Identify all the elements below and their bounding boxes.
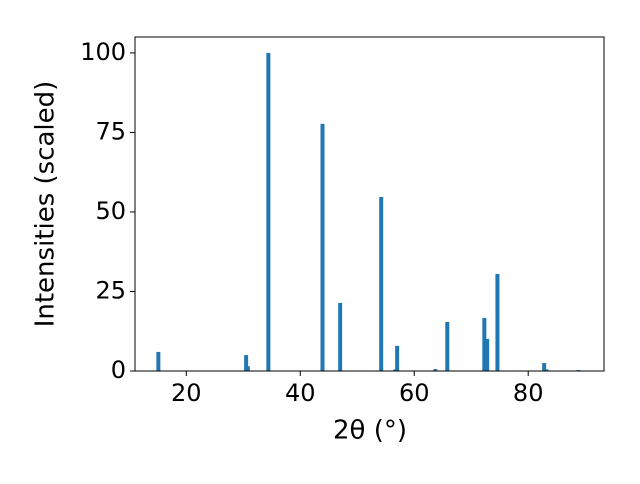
y-axis-label: Intensities (scaled) [31,81,61,328]
x-tick-label: 60 [399,379,430,407]
bar [156,351,161,371]
bar [338,302,343,371]
plot-frame [134,36,605,372]
x-tick-label: 80 [513,379,544,407]
y-tick-label: 100 [80,38,126,66]
bar [544,369,549,371]
bar [495,273,500,371]
y-tick-label: 0 [111,356,126,384]
bar [245,366,250,371]
bar [244,355,249,371]
x-tick-label: 20 [171,379,202,407]
y-tick-label: 75 [95,117,126,145]
bar [320,123,325,371]
x-tick-label: 40 [285,379,316,407]
bar [379,197,384,371]
y-tick-label: 25 [95,276,126,304]
bar [445,322,450,371]
bar [433,369,438,371]
y-tick-label: 50 [95,197,126,225]
bar [395,345,400,371]
bar [485,338,490,371]
bar [266,52,271,372]
x-axis-label: 2θ (°) [333,416,407,446]
bar [482,317,487,371]
bar [542,363,547,371]
